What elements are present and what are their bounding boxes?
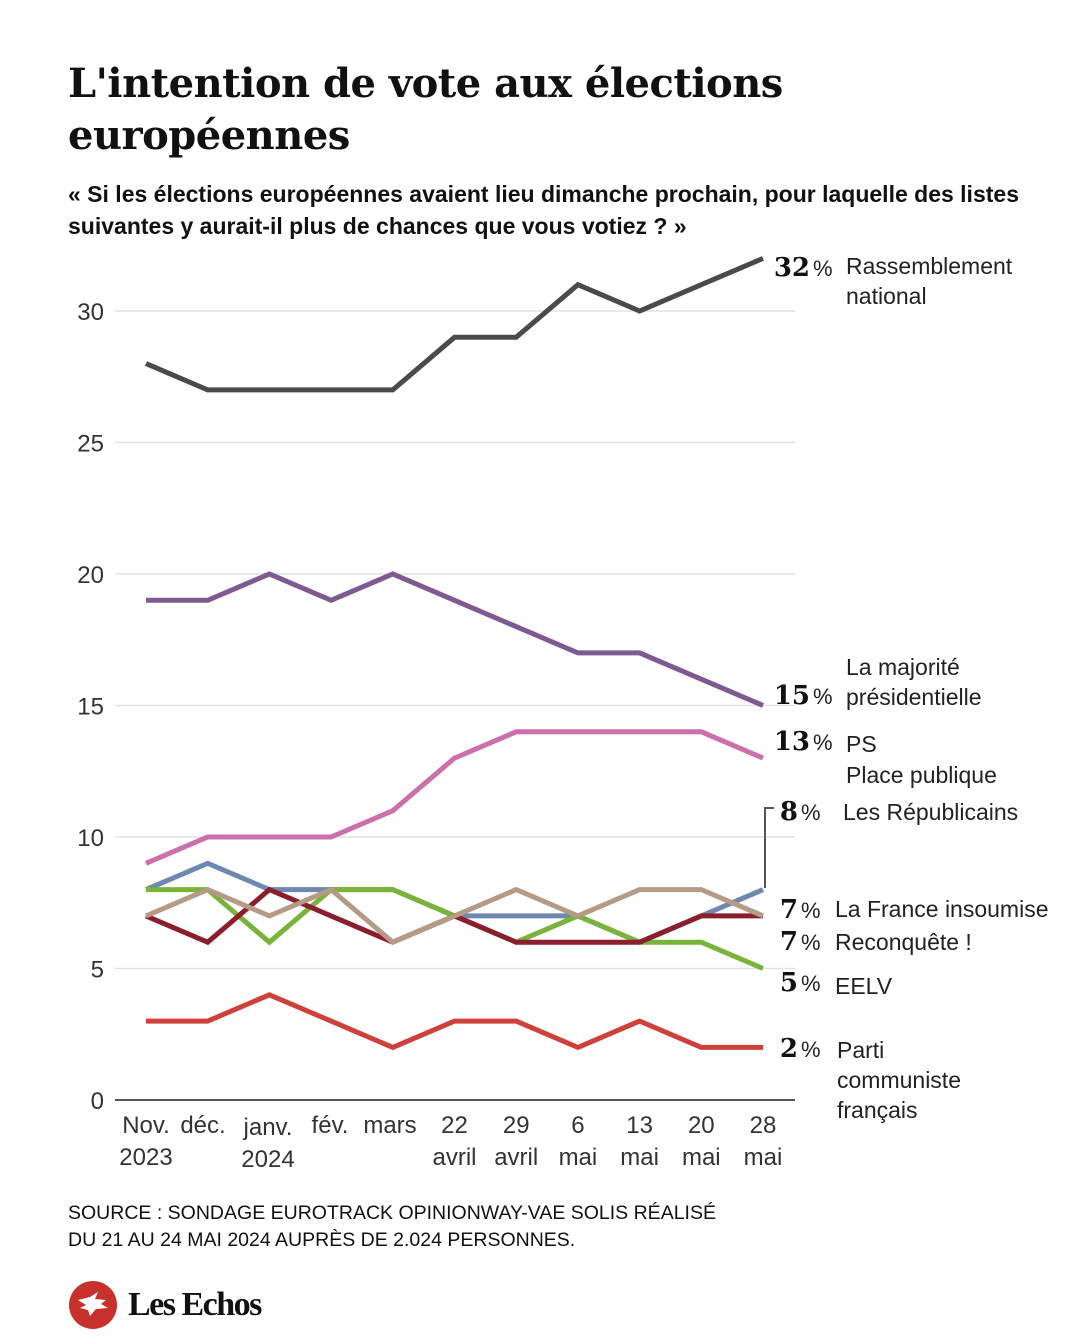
x-tick-label-line2: 2024 (241, 1146, 294, 1173)
end-value: 5 (780, 968, 798, 998)
series-line-la-majorit-pr-sidentielle (146, 571, 764, 708)
x-tick-label: mars (363, 1112, 416, 1139)
end-value: 7 (780, 895, 798, 925)
series-name: communiste (837, 1067, 961, 1093)
end-labels: 32% Rassemblement national 15 % La majorité pr… (764, 253, 1049, 1123)
x-tick-label: déc. (180, 1112, 225, 1139)
end-value: 7 (780, 927, 798, 957)
end-value: 15 (774, 681, 810, 711)
end-value: 32 (774, 253, 810, 283)
series-name: La majorité (846, 654, 960, 680)
series-name: national (846, 283, 927, 309)
end-label: 2% Parti communiste français (780, 1034, 961, 1123)
y-axis-ticks: 0 5 10 15 20 25 30 (77, 299, 104, 1115)
x-tick-label-line2: mai (620, 1144, 659, 1171)
series-name: présidentielle (846, 684, 982, 710)
series-line-rassemblement-national (145, 256, 764, 393)
percent-sign: % (801, 1037, 821, 1062)
y-tick-label: 0 (91, 1088, 104, 1115)
x-tick-label: 28 (750, 1112, 777, 1139)
chart-title: L'intention de vote aux élections europé… (68, 60, 783, 159)
source-line-2: DU 21 AU 24 MAI 2024 AUPRÈS DE 2.024 PER… (68, 1229, 576, 1251)
end-value: 2 (780, 1034, 798, 1064)
x-tick-label: 6 (571, 1112, 584, 1139)
x-tick-label-line2: 2023 (119, 1144, 172, 1171)
end-label: 8% Les Républicains (780, 797, 1018, 827)
series-name: La France insoumise (835, 896, 1049, 922)
les-echos-logo: Les Echos (68, 1280, 262, 1330)
end-value: 8 (780, 797, 798, 827)
end-label: 13% PS Place publique (774, 727, 997, 788)
series-name: Place publique (846, 762, 997, 788)
series-line-parti-communiste-fran-ais (146, 992, 763, 1051)
end-label: 7% Reconquête ! (780, 927, 972, 957)
series-name: Reconquête ! (835, 929, 972, 955)
series-line-ps-place-publique (145, 729, 764, 866)
percent-sign: % (813, 730, 833, 755)
pegasus-logo-icon (69, 1281, 117, 1329)
percent-sign: % (801, 971, 821, 996)
percent-sign: % (813, 256, 833, 281)
x-axis-ticks: Nov. 2023 déc. janv. 2024 fév. mars 22 avril 29 av… (119, 1112, 782, 1173)
label-connector (764, 807, 774, 888)
percent-sign: % (801, 930, 821, 955)
series-name: PS (846, 731, 877, 757)
end-value: 13 (774, 727, 810, 757)
x-tick-label: 20 (688, 1112, 715, 1139)
x-tick-label-line2: avril (494, 1144, 538, 1171)
series-lines (145, 256, 764, 1051)
series-name: Les Républicains (843, 799, 1018, 825)
series-name: Rassemblement (846, 253, 1013, 279)
x-tick-label-line2: avril (432, 1144, 476, 1171)
x-tick-label: 29 (503, 1112, 530, 1139)
y-tick-label: 5 (91, 957, 104, 984)
x-tick-label: 13 (626, 1112, 653, 1139)
x-tick-label-line2: mai (682, 1144, 721, 1171)
percent-sign: % (801, 800, 821, 825)
x-tick-label: Nov. (122, 1112, 170, 1139)
end-label: 7% La France insoumise (780, 895, 1049, 925)
logo-text: Les Echos (128, 1286, 262, 1323)
end-label: 15 % La majorité présidentielle (774, 654, 982, 711)
y-tick-label: 15 (77, 694, 104, 721)
x-tick-label: 22 (441, 1112, 468, 1139)
end-label: 5% EELV (780, 968, 893, 999)
source-line-1: SOURCE : SONDAGE EUROTRACK OPINIONWAY-VA… (68, 1202, 716, 1224)
series-name: français (837, 1097, 918, 1123)
chart-subtitle: « Si les élections européennes avaient l… (68, 181, 1019, 239)
source-note: SOURCE : SONDAGE EUROTRACK OPINIONWAY-VA… (68, 1200, 716, 1254)
gridlines (115, 310, 795, 1101)
y-tick-label: 10 (77, 825, 104, 852)
y-tick-label: 25 (77, 431, 104, 458)
x-tick-label-line2: mai (744, 1144, 783, 1171)
end-label: 32% Rassemblement national (774, 253, 1013, 309)
x-tick-label-line2: mai (559, 1144, 598, 1171)
x-tick-label: janv. (243, 1114, 293, 1141)
percent-sign: % (801, 898, 821, 923)
series-name: Parti (837, 1037, 884, 1063)
series-line-la-france-insoumise (145, 886, 764, 946)
y-tick-label: 30 (77, 299, 104, 326)
x-tick-label: fév. (312, 1112, 349, 1139)
series-name: EELV (835, 973, 893, 999)
percent-sign: % (813, 684, 833, 709)
y-tick-label: 20 (77, 562, 104, 589)
